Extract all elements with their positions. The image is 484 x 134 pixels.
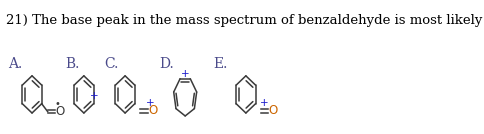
Text: +: +	[181, 69, 190, 79]
Text: +: +	[260, 98, 269, 108]
Text: •: •	[54, 99, 60, 109]
Text: O: O	[148, 104, 158, 117]
Text: O: O	[55, 105, 64, 118]
Text: O: O	[269, 104, 278, 117]
Text: A.: A.	[8, 57, 23, 71]
Text: C.: C.	[105, 57, 119, 71]
Text: B.: B.	[65, 57, 79, 71]
Text: 21) The base peak in the mass spectrum of benzaldehyde is most likely to be due : 21) The base peak in the mass spectrum o…	[6, 14, 484, 27]
Text: D.: D.	[159, 57, 174, 71]
Text: +: +	[146, 98, 154, 108]
Text: E.: E.	[213, 57, 228, 71]
Text: +: +	[91, 91, 99, 101]
